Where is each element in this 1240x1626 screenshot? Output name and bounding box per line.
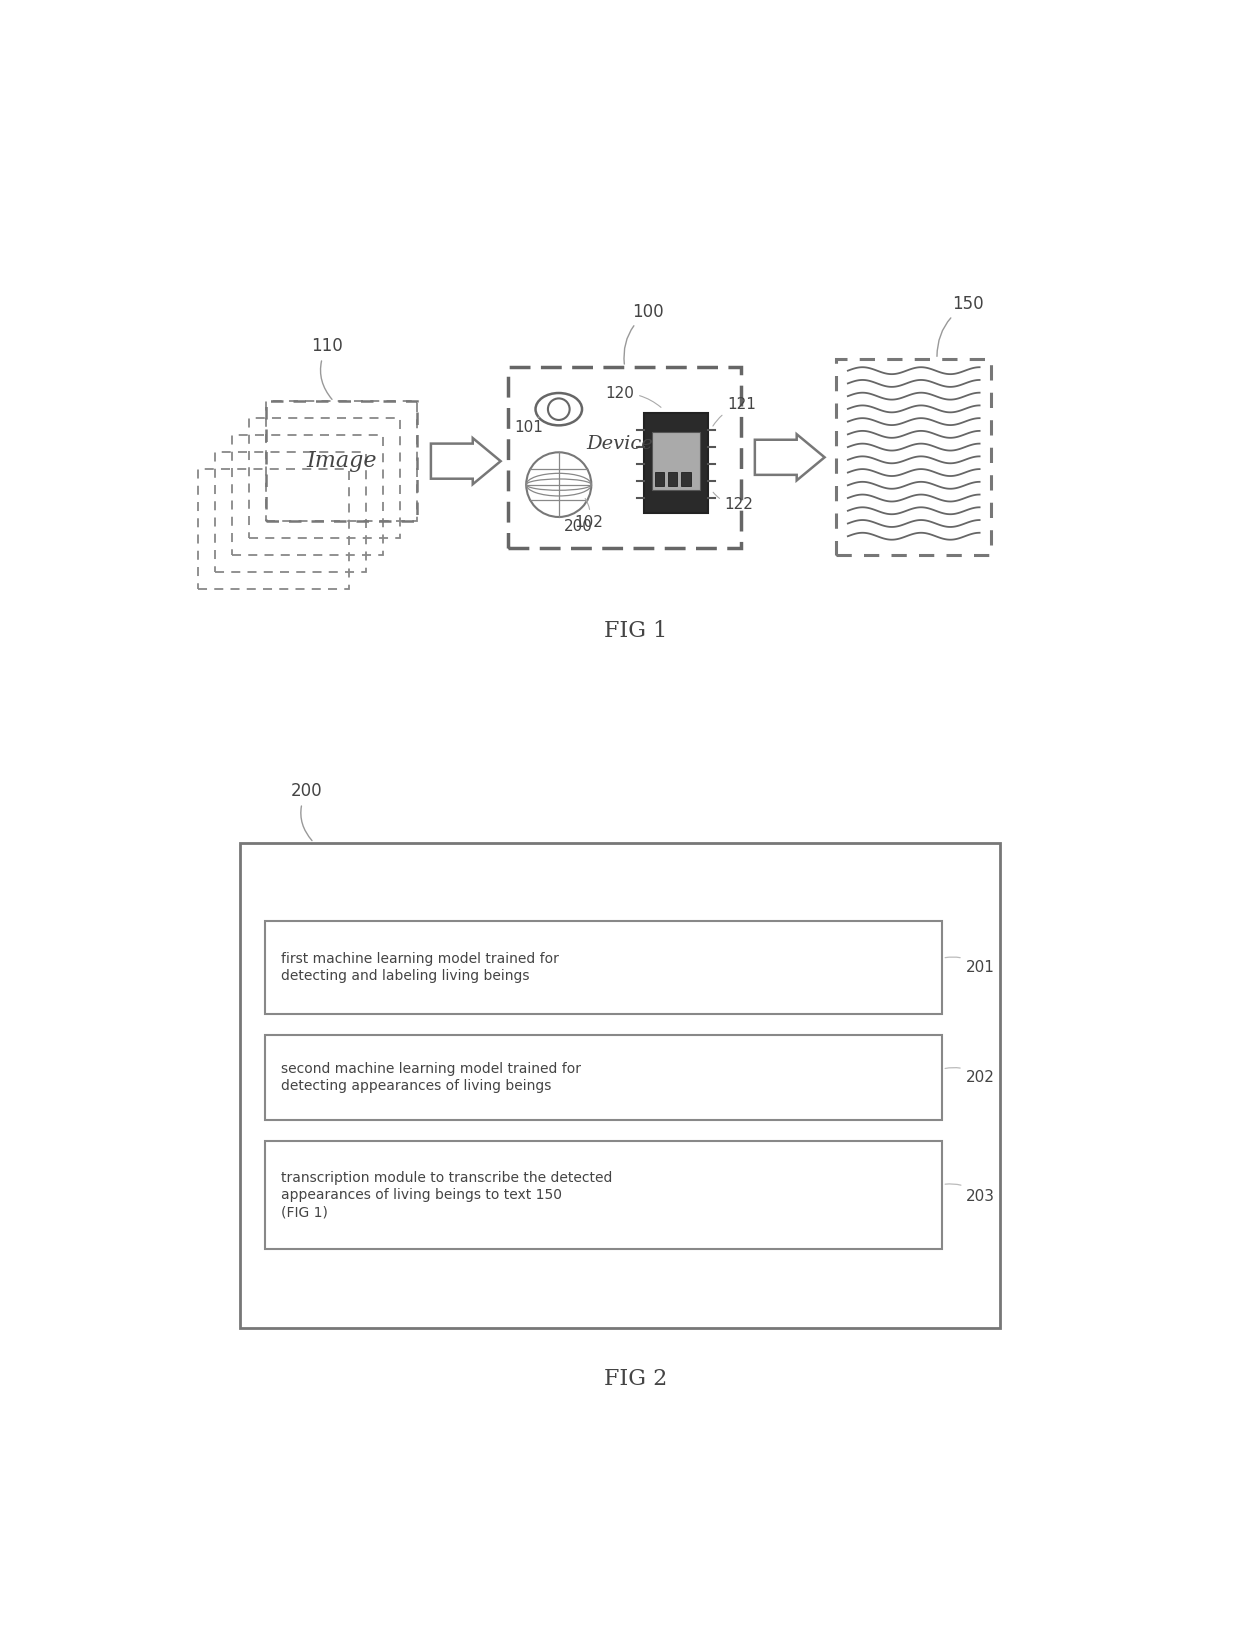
Bar <box>265 1141 942 1249</box>
Text: 120: 120 <box>605 385 661 408</box>
Bar <box>249 418 399 538</box>
Bar <box>652 433 699 489</box>
Text: transcription module to transcribe the detected: transcription module to transcribe the d… <box>280 1171 611 1185</box>
Bar <box>265 1036 942 1120</box>
Text: (FIG 1): (FIG 1) <box>280 1205 327 1220</box>
Text: detecting and labeling living beings: detecting and labeling living beings <box>280 969 529 982</box>
Text: Device: Device <box>587 434 652 452</box>
Bar <box>265 922 942 1013</box>
Bar <box>197 470 348 589</box>
Bar <box>836 359 991 556</box>
Text: second machine learning model trained for: second machine learning model trained fo… <box>280 1062 580 1076</box>
Text: FIG 2: FIG 2 <box>604 1369 667 1390</box>
Bar <box>508 367 742 548</box>
Text: appearances of living beings to text 150: appearances of living beings to text 150 <box>280 1189 562 1202</box>
Bar <box>265 402 417 520</box>
Text: 202: 202 <box>945 1068 994 1085</box>
Text: 203: 203 <box>945 1184 994 1203</box>
Bar <box>215 452 366 572</box>
Bar <box>655 472 665 486</box>
Polygon shape <box>755 434 825 480</box>
Text: 100: 100 <box>624 302 665 364</box>
Bar <box>265 402 417 520</box>
Text: 200: 200 <box>290 782 322 841</box>
Bar <box>232 436 383 554</box>
Text: detecting appearances of living beings: detecting appearances of living beings <box>280 1080 551 1093</box>
Text: 102: 102 <box>574 499 603 530</box>
Text: Image: Image <box>306 450 377 472</box>
Text: 121: 121 <box>713 397 756 426</box>
Bar <box>241 842 999 1328</box>
Text: 110: 110 <box>311 338 343 400</box>
Bar <box>644 413 708 514</box>
Text: 201: 201 <box>945 958 994 976</box>
Text: 150: 150 <box>937 294 985 356</box>
Polygon shape <box>432 437 501 485</box>
Text: FIG 1: FIG 1 <box>604 620 667 642</box>
Text: 101: 101 <box>515 416 543 436</box>
Text: 122: 122 <box>713 493 754 512</box>
Bar <box>668 472 677 486</box>
Text: 200: 200 <box>564 519 593 533</box>
Bar <box>681 472 691 486</box>
Text: first machine learning model trained for: first machine learning model trained for <box>280 951 558 966</box>
